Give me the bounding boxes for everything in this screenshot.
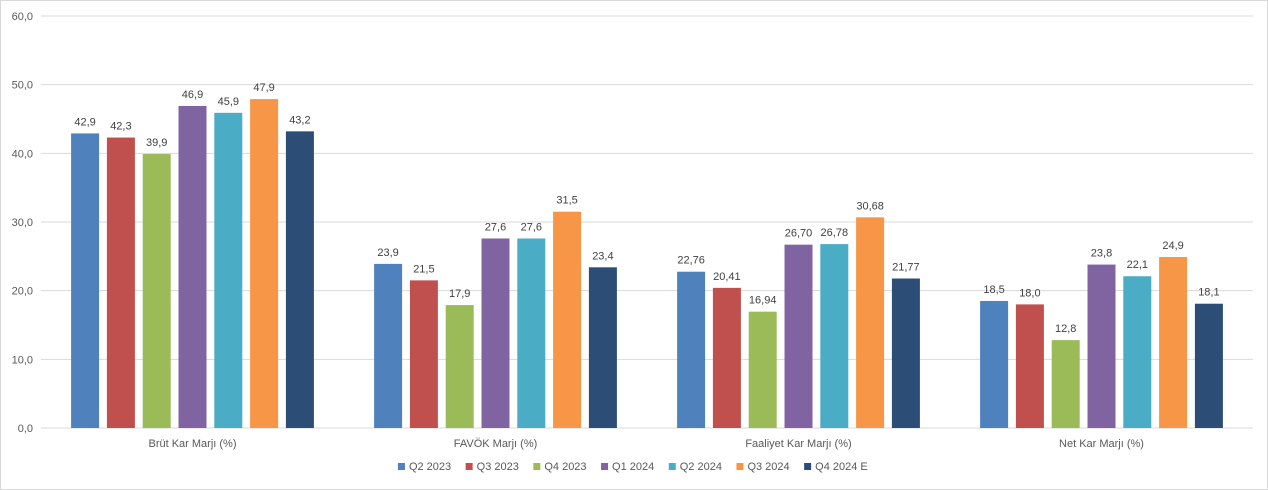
data-label: 26,78 [821, 227, 849, 239]
data-label: 20,41 [713, 271, 741, 283]
legend-swatch [668, 463, 676, 470]
data-label: 18,0 [1019, 287, 1040, 299]
bar [409, 280, 438, 428]
bar [517, 238, 546, 428]
data-label: 39,9 [146, 137, 167, 149]
data-label: 23,8 [1091, 248, 1112, 260]
legend-label: Q4 2023 [544, 461, 586, 473]
y-tick-label: 20,0 [12, 286, 33, 298]
data-label: 43,2 [289, 114, 310, 126]
y-tick-label: 0,0 [18, 423, 33, 435]
data-label: 27,6 [521, 221, 542, 233]
bar [588, 267, 617, 428]
legend-label: Q3 2024 [747, 461, 789, 473]
bar [214, 112, 243, 428]
bar [677, 271, 706, 428]
legend-label: Q3 2023 [477, 461, 519, 473]
data-label: 18,5 [983, 284, 1004, 296]
y-tick-label: 40,0 [12, 148, 33, 160]
legend-swatch [465, 463, 473, 470]
x-category-label: Net Kar Marjı (%) [1059, 438, 1144, 450]
y-tick-label: 30,0 [12, 217, 33, 229]
x-category-label: Faaliyet Kar Marjı (%) [745, 438, 851, 450]
bar [1015, 304, 1044, 428]
x-category-label: Brüt Kar Marjı (%) [148, 438, 236, 450]
bar [285, 131, 314, 429]
data-label: 18,1 [1198, 287, 1219, 299]
data-label: 22,76 [677, 255, 705, 267]
bar [445, 305, 474, 428]
bar [106, 137, 135, 429]
legend-swatch [736, 463, 744, 470]
data-label: 22,1 [1127, 259, 1148, 271]
bar [1123, 276, 1152, 428]
y-tick-label: 60,0 [12, 11, 33, 23]
data-label: 27,6 [485, 221, 506, 233]
bar [891, 278, 920, 428]
data-label: 23,9 [377, 247, 398, 259]
bar [71, 133, 100, 429]
data-label: 47,9 [253, 82, 274, 94]
legend-swatch [601, 463, 609, 470]
data-label: 30,68 [856, 200, 884, 212]
bar [1194, 303, 1223, 428]
data-label: 21,77 [892, 262, 920, 274]
bar [374, 263, 403, 428]
legend-label: Q4 2024 E [815, 461, 868, 473]
data-label: 26,70 [785, 228, 813, 240]
bar [856, 217, 885, 428]
legend-label: Q2 2024 [680, 461, 722, 473]
bar [712, 287, 741, 428]
bar [142, 154, 171, 428]
bar [178, 105, 207, 428]
data-label: 42,3 [110, 121, 131, 133]
x-category-label: FAVÖK Marjı (%) [454, 438, 538, 450]
bar [1087, 264, 1116, 428]
legend-swatch [397, 463, 405, 470]
legend-swatch [804, 463, 812, 470]
data-label: 21,5 [413, 263, 434, 275]
y-tick-label: 10,0 [12, 354, 33, 366]
bar [1051, 340, 1080, 428]
bar [980, 300, 1009, 428]
legend-label: Q2 2023 [409, 461, 451, 473]
bar [784, 244, 813, 428]
bar [1159, 257, 1188, 428]
legend-swatch [533, 463, 541, 470]
y-tick-label: 50,0 [12, 80, 33, 92]
data-label: 17,9 [449, 288, 470, 300]
legend-label: Q1 2024 [612, 461, 654, 473]
bar [481, 238, 510, 428]
bar [820, 244, 849, 428]
data-label: 31,5 [556, 195, 577, 207]
data-label: 46,9 [182, 89, 203, 101]
bar [250, 99, 279, 428]
data-label: 16,94 [749, 295, 777, 307]
data-label: 42,9 [74, 116, 95, 128]
data-label: 45,9 [218, 96, 239, 108]
bar [553, 211, 582, 428]
data-label: 12,8 [1055, 323, 1076, 335]
bar [748, 311, 777, 428]
data-label: 23,4 [592, 250, 613, 262]
data-label: 24,9 [1162, 240, 1183, 252]
